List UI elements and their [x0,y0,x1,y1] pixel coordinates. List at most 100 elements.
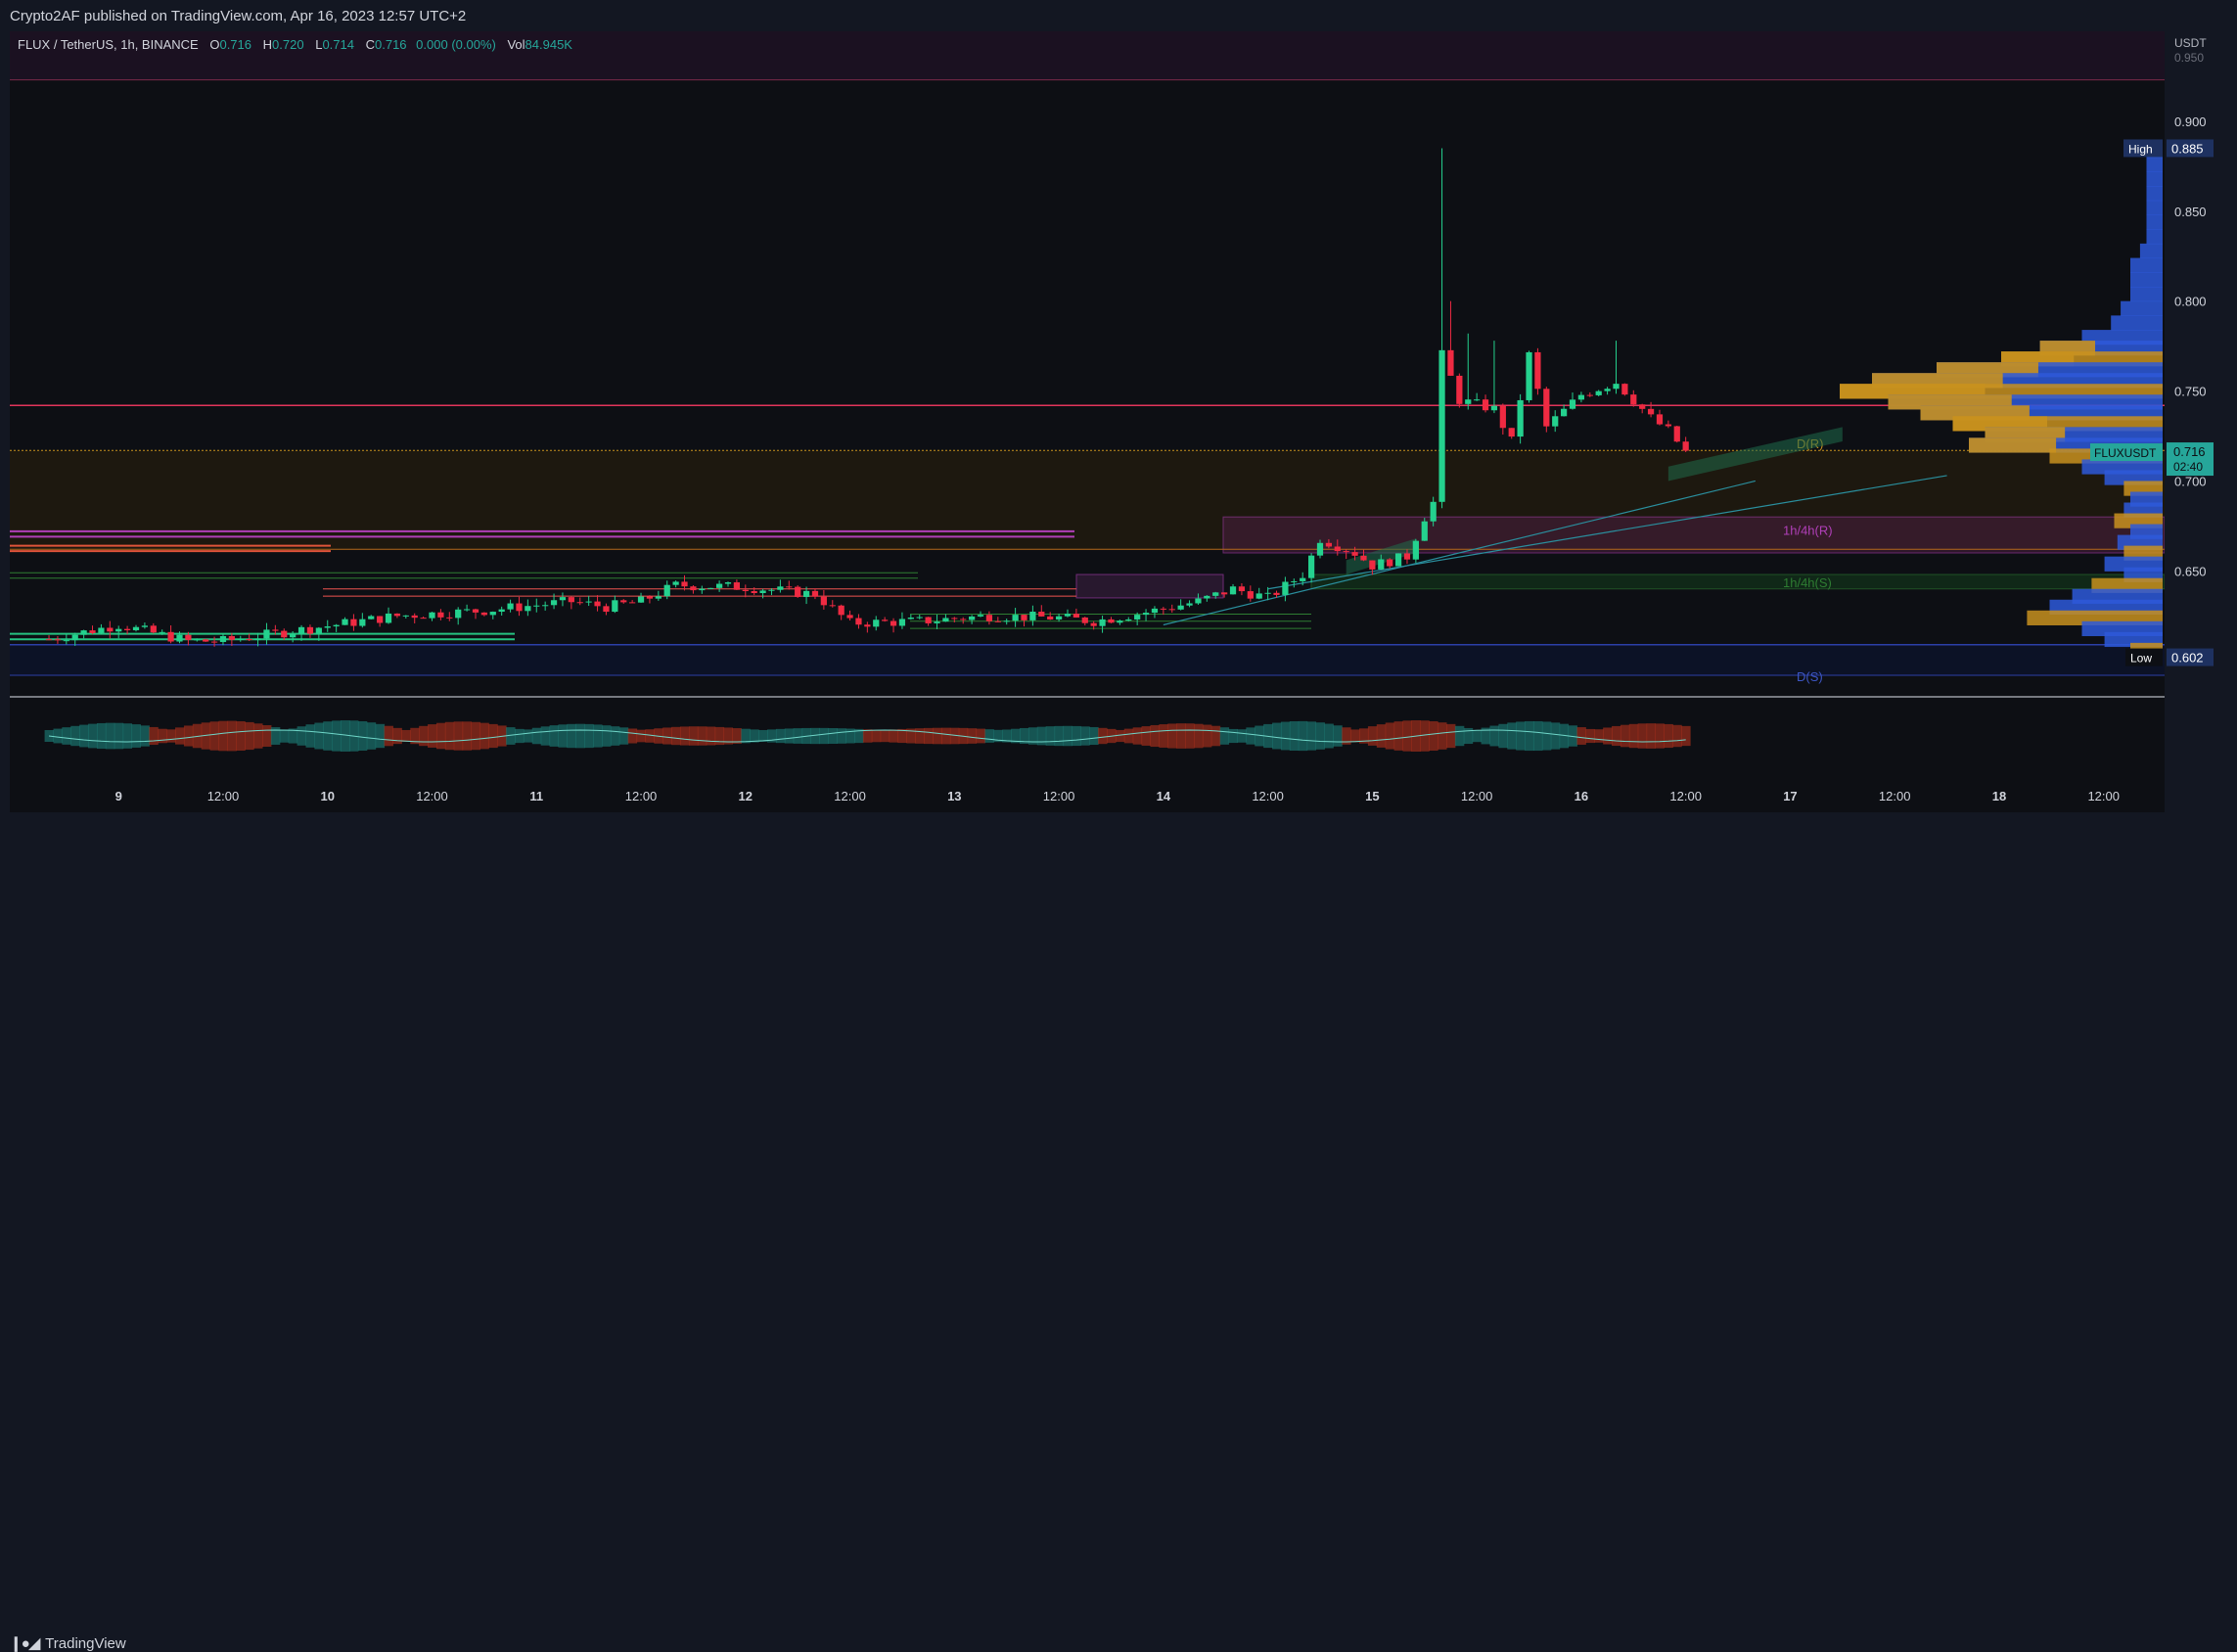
oscillator-bar [53,728,63,744]
oscillator-bar [332,720,342,752]
volume-profile-bar [2121,300,2163,316]
oscillator-bar [1324,723,1334,749]
low-value-box [2167,648,2214,666]
oscillator-bar [341,720,350,752]
candle-body [446,617,453,619]
oscillator-bar [375,723,386,749]
oscillator-bar [1167,723,1177,749]
symbol-tag-box [2090,443,2163,462]
candle-body [98,627,105,633]
volume-profile-bar [2146,229,2163,245]
oscillator-bar [253,723,263,749]
oscillator-bar [288,728,298,744]
price-axis-tick-partial: 0.950 [2174,51,2204,65]
candle-body [925,617,932,623]
volume-profile-bar [2146,186,2163,202]
oscillator-bar [636,729,646,743]
oscillator-bar [1098,727,1108,745]
oscillator-bar [1454,725,1465,747]
time-axis-tick: 18 [1992,789,2006,803]
oscillator-bar [1612,725,1621,747]
plot-area[interactable] [10,31,2165,812]
price-axis-tick: 0.650 [2174,564,2207,578]
candle-body [525,606,531,612]
candle-body [472,609,479,613]
oscillator-bar [567,723,576,749]
candle-body [290,633,297,638]
oscillator-bar [158,728,167,744]
candle-body [219,636,227,642]
candle-body [463,609,471,611]
oscillator-bar [1498,723,1508,749]
candle-body [1264,592,1271,594]
oscillator-bar [671,726,681,746]
time-axis-tick: 11 [529,789,543,803]
candle-body [1090,622,1097,626]
candle-body [1412,540,1419,560]
candle-body [873,620,880,627]
oscillator-bar [549,725,560,747]
candle-body [1273,592,1280,595]
candle-body [176,634,183,642]
oscillator-bar [1681,725,1691,747]
oscillator-bar [479,722,489,750]
price-axis-tick: 0.800 [2174,295,2207,309]
legend-vol-label: Vol [507,37,525,52]
candle-body [1465,399,1472,404]
candle-body [960,619,967,620]
high-value: 0.885 [2171,141,2204,156]
oscillator-bar [810,727,820,745]
oscillator-bar [305,724,315,748]
price-chart[interactable]: D(R)1h/4h(R)1h/4h(S)D(S) 1.0000.000 USDT… [0,0,2237,850]
candle-body [1168,609,1175,611]
volume-profile-bar [2146,157,2163,172]
time-axis-tick: 12:00 [1669,789,1702,803]
oscillator-bar [854,728,864,744]
oscillator-bar [1429,720,1438,752]
legend-symbol: FLUX / TetherUS, 1h, BINANCE [18,37,199,52]
candle-body [1325,542,1333,547]
candles [45,148,1689,647]
time-axis-background [10,779,2165,812]
oscillator-bar [1255,725,1264,747]
candle-body [1430,501,1437,522]
oscillator-bar [1603,727,1613,745]
oscillator-bar [828,727,838,745]
candle-body [612,600,618,613]
candle-body [1012,615,1019,621]
oscillator-bar [933,727,942,745]
candle-body [742,589,749,592]
candle-body [1543,389,1550,427]
publish-info: Crypto2AF published on TradingView.com, … [10,8,467,24]
low-label-box [2125,648,2163,666]
candle-body [751,591,757,594]
candle-body [185,634,192,640]
tradingview-logo[interactable]: ❙●◢ TradingView [10,1634,126,1652]
volume-profile-bar [1969,437,2057,453]
oscillator-bar [1045,726,1056,746]
candle-body [594,601,601,607]
time-axis-tick: 12 [739,789,753,803]
volume-profile-bar [2130,286,2163,302]
oscillator-bar [392,727,402,745]
candle-body [690,586,697,591]
oscillator-bar [819,727,829,745]
oscillator-bar [575,723,585,749]
oscillator-bar [1193,723,1204,749]
oscillator-bar [1350,729,1360,743]
oscillator-bar [775,728,786,744]
oscillator-bar [1594,729,1604,743]
oscillator-bar [323,721,333,751]
oscillator-bar [924,727,934,745]
candle-body [89,630,96,633]
oscillator-bar [262,725,272,747]
legend-close-label: C [365,37,375,52]
candle-body [1534,351,1541,390]
oscillator-bar [515,728,525,744]
candle-body [1038,611,1045,617]
oscillator-bar [140,725,150,747]
oscillator-bar [993,729,1003,743]
candle-body [402,615,409,617]
candle-body [1108,619,1115,623]
oscillator-bar [357,720,368,752]
